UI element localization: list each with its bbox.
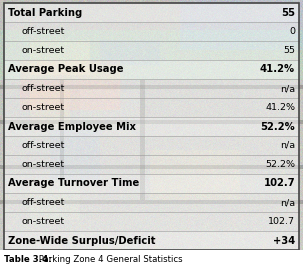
Text: n/a: n/a <box>280 84 295 93</box>
Text: 52.2%: 52.2% <box>260 122 295 131</box>
Text: on-street: on-street <box>22 103 65 112</box>
Bar <box>4 79 299 98</box>
Text: 55: 55 <box>281 8 295 17</box>
Text: 102.7: 102.7 <box>268 217 295 226</box>
Text: Total Parking: Total Parking <box>8 8 82 17</box>
Bar <box>0 250 303 272</box>
Text: Average Turnover Time: Average Turnover Time <box>8 178 139 188</box>
Bar <box>4 3 299 22</box>
Text: off-street: off-street <box>22 198 65 207</box>
Text: off-street: off-street <box>22 141 65 150</box>
Text: on-street: on-street <box>22 46 65 55</box>
Text: on-street: on-street <box>22 160 65 169</box>
Text: on-street: on-street <box>22 217 65 226</box>
Text: Parking Zone 4 General Statistics: Parking Zone 4 General Statistics <box>36 255 183 264</box>
Text: 0: 0 <box>289 27 295 36</box>
Text: n/a: n/a <box>280 141 295 150</box>
Bar <box>4 231 299 250</box>
Text: 41.2%: 41.2% <box>265 103 295 112</box>
Text: +34: +34 <box>273 236 295 246</box>
Bar <box>4 155 299 174</box>
Text: 55: 55 <box>283 46 295 55</box>
Text: Average Employee Mix: Average Employee Mix <box>8 122 136 131</box>
Bar <box>4 60 299 79</box>
Bar <box>4 212 299 231</box>
Bar <box>4 174 299 193</box>
Bar <box>4 22 299 41</box>
Text: off-street: off-street <box>22 84 65 93</box>
Bar <box>4 41 299 60</box>
Bar <box>4 98 299 117</box>
Bar <box>4 136 299 155</box>
Bar <box>4 117 299 136</box>
Text: n/a: n/a <box>280 198 295 207</box>
Text: Average Peak Usage: Average Peak Usage <box>8 64 124 75</box>
Text: off-street: off-street <box>22 27 65 36</box>
Text: Table 3.4:: Table 3.4: <box>4 255 52 264</box>
Text: 102.7: 102.7 <box>263 178 295 188</box>
Text: Zone-Wide Surplus/Deficit: Zone-Wide Surplus/Deficit <box>8 236 155 246</box>
Text: 52.2%: 52.2% <box>265 160 295 169</box>
Bar <box>4 193 299 212</box>
Text: 41.2%: 41.2% <box>260 64 295 75</box>
